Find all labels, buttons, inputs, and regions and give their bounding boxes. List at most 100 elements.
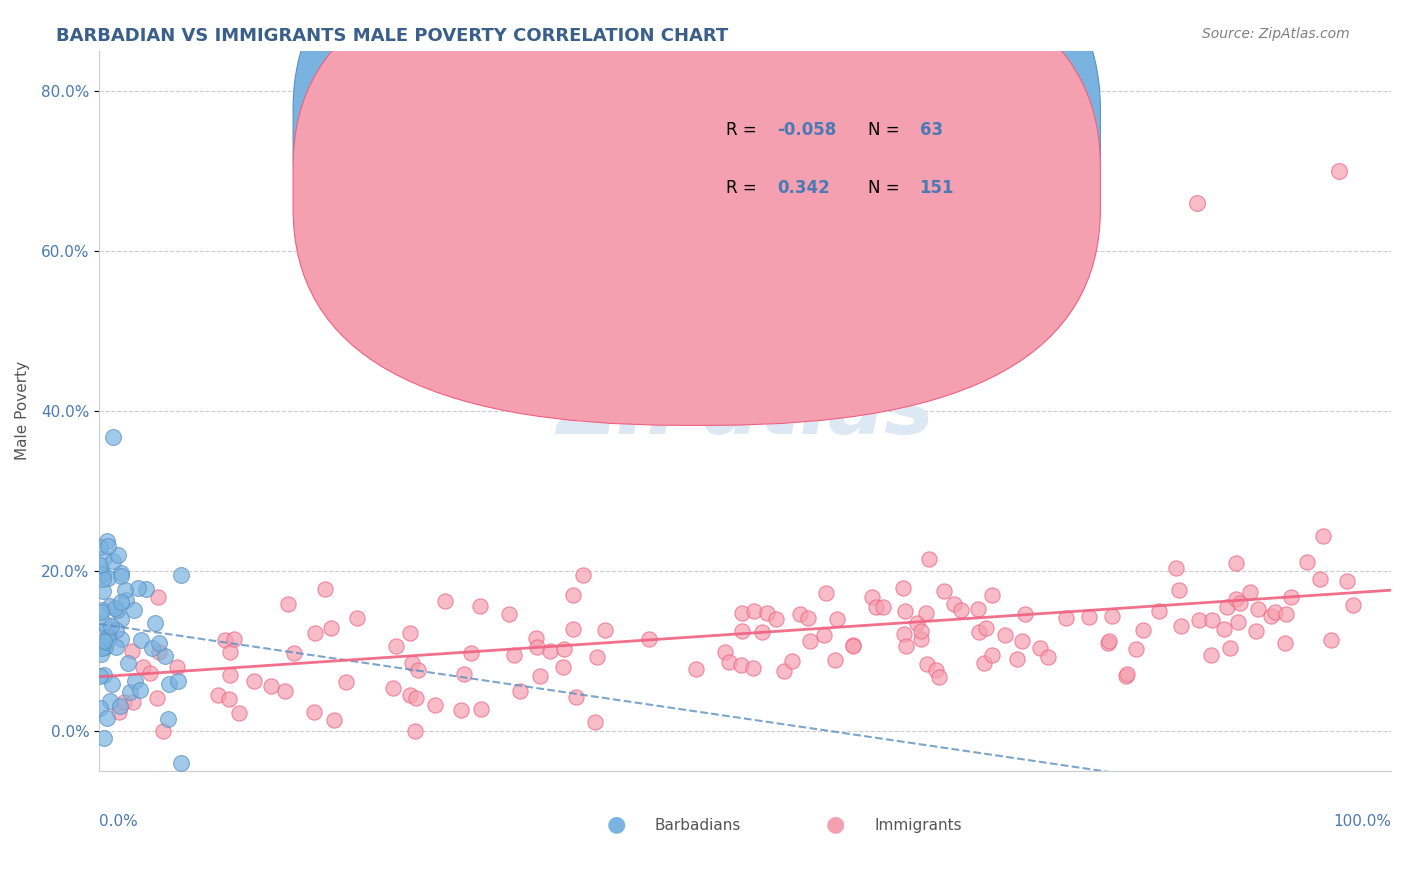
Point <box>218 668 240 682</box>
Point <box>118 685 141 699</box>
Point <box>96 533 118 548</box>
Point <box>509 683 531 698</box>
Point <box>1098 634 1121 648</box>
Point <box>1201 648 1223 663</box>
Point <box>127 581 149 595</box>
Point <box>526 640 548 655</box>
Point <box>129 683 152 698</box>
Point <box>1227 615 1250 629</box>
Point <box>405 690 427 705</box>
Point <box>825 612 848 626</box>
Point <box>91 567 114 582</box>
Point <box>714 645 737 659</box>
Text: ZIPatlas: ZIPatlas <box>557 370 934 451</box>
Point <box>97 630 120 644</box>
Point <box>551 660 574 674</box>
Text: 151: 151 <box>920 178 955 196</box>
Point <box>153 649 176 664</box>
Point <box>323 713 346 727</box>
Text: R =: R = <box>725 178 762 196</box>
Point <box>1247 601 1270 615</box>
Point <box>90 605 112 619</box>
Point <box>974 621 997 635</box>
Point <box>872 600 894 615</box>
Point <box>1212 622 1234 636</box>
Point <box>565 690 588 704</box>
Point <box>382 681 405 695</box>
Point <box>98 694 121 708</box>
Point <box>89 669 111 683</box>
Point <box>1170 619 1192 633</box>
Point <box>1097 636 1119 650</box>
Point <box>1115 669 1137 683</box>
Point <box>765 612 787 626</box>
Point <box>1078 609 1101 624</box>
Point <box>148 635 170 649</box>
Point <box>583 714 606 729</box>
Point <box>100 619 122 633</box>
Point <box>1018 219 1040 234</box>
Text: ●: ● <box>825 814 845 834</box>
Text: ●: ● <box>606 814 626 834</box>
Point <box>529 669 551 683</box>
Point <box>304 626 326 640</box>
Point <box>222 632 245 647</box>
Point <box>97 571 120 585</box>
Point <box>572 568 595 582</box>
Point <box>1187 195 1209 210</box>
Point <box>1225 556 1247 570</box>
Point <box>93 640 115 654</box>
Point <box>1166 561 1188 575</box>
Point <box>157 677 180 691</box>
Point <box>841 639 863 653</box>
Point <box>93 731 115 745</box>
Point <box>93 551 115 566</box>
Point <box>637 632 659 646</box>
Text: Immigrants: Immigrants <box>875 818 962 833</box>
Point <box>117 656 139 670</box>
Point <box>967 624 990 639</box>
Point <box>110 566 132 580</box>
Point <box>780 654 803 668</box>
Point <box>797 611 820 625</box>
Point <box>1260 608 1282 623</box>
Point <box>562 622 585 636</box>
Point <box>1029 641 1052 656</box>
Point <box>90 566 112 581</box>
Point <box>1147 604 1170 618</box>
FancyBboxPatch shape <box>292 0 1101 425</box>
Point <box>731 624 754 638</box>
Point <box>243 674 266 689</box>
Point <box>112 695 135 709</box>
Point <box>107 705 129 719</box>
Point <box>730 658 752 673</box>
Point <box>1279 590 1302 604</box>
Point <box>148 590 170 604</box>
Point <box>302 705 325 719</box>
Point <box>1132 624 1154 638</box>
Point <box>731 606 754 620</box>
Point <box>1229 596 1251 610</box>
Point <box>915 606 938 620</box>
Point <box>742 604 765 618</box>
Point <box>105 623 128 637</box>
Text: BARBADIAN VS IMMIGRANTS MALE POVERTY CORRELATION CHART: BARBADIAN VS IMMIGRANTS MALE POVERTY COR… <box>56 27 728 45</box>
Point <box>925 663 948 677</box>
FancyBboxPatch shape <box>292 0 1101 368</box>
Point <box>1125 642 1147 657</box>
Point <box>89 701 111 715</box>
Point <box>918 551 941 566</box>
Point <box>152 724 174 739</box>
Point <box>993 628 1015 642</box>
Point <box>593 623 616 637</box>
Point <box>1216 599 1239 614</box>
Point <box>755 606 778 620</box>
Point <box>398 626 420 640</box>
Point <box>789 607 811 621</box>
Point <box>943 597 966 611</box>
Point <box>1341 598 1364 612</box>
Point <box>101 677 124 691</box>
Point <box>894 640 917 654</box>
Point <box>207 688 229 702</box>
Point <box>91 584 114 599</box>
